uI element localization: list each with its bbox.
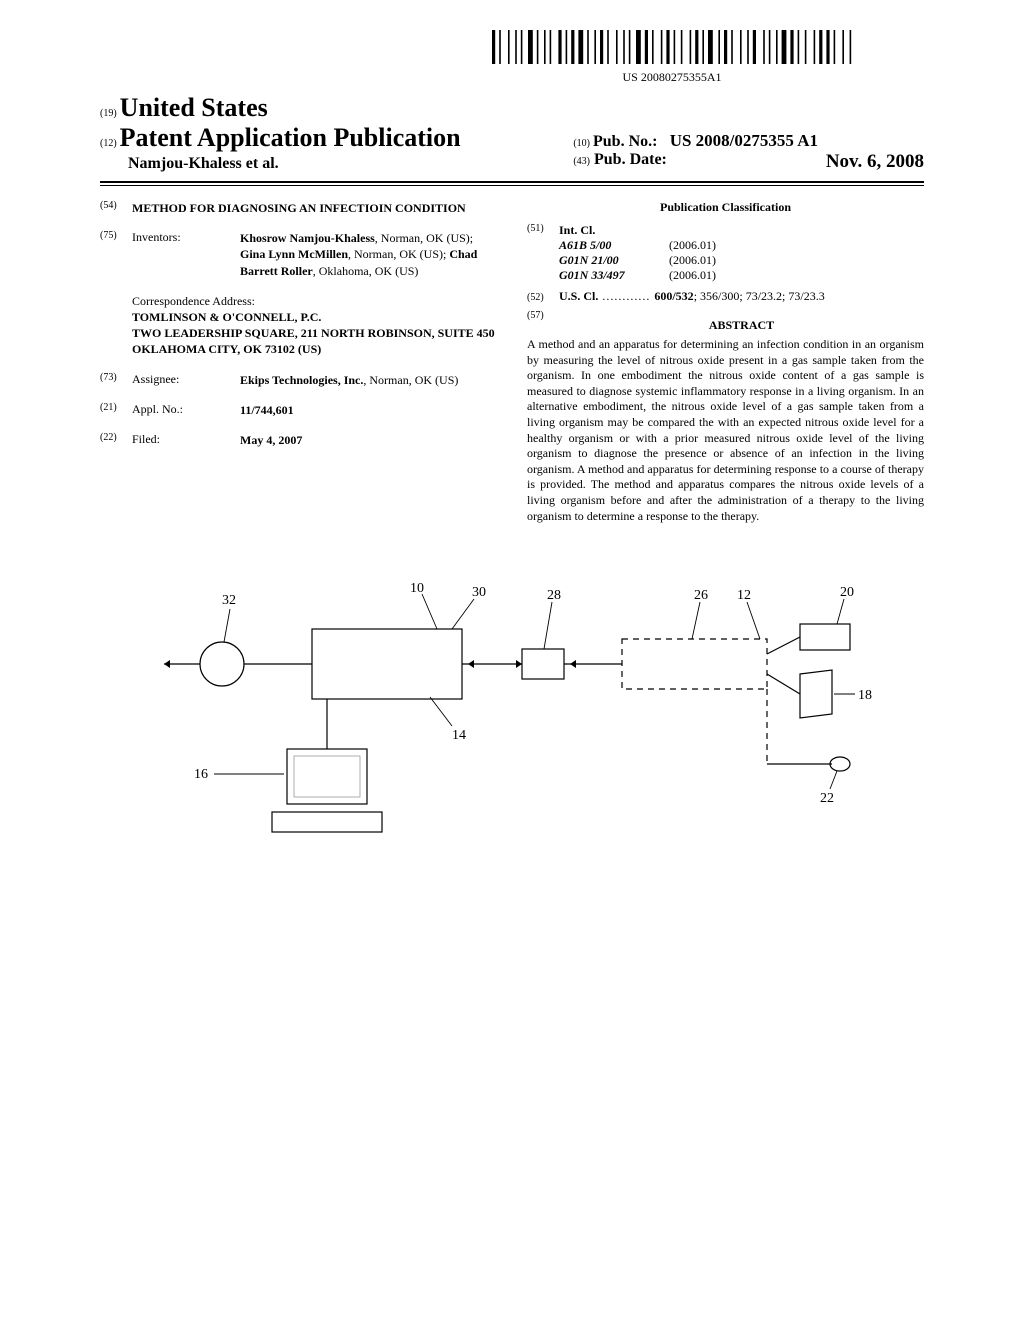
- appl-row: (21) Appl. No.: 11/744,601: [100, 402, 497, 418]
- uscl-block: (52) U.S. Cl. ............ 600/532; 356/…: [527, 289, 924, 304]
- assignee-row: (73) Assignee: Ekips Technologies, Inc.,…: [100, 372, 497, 388]
- intcl-code-1: G01N 21/00: [559, 253, 669, 268]
- intcl-row-1: G01N 21/00 (2006.01): [559, 253, 924, 268]
- left-column: (54) METHOD FOR DIAGNOSING AN INFECTIOIN…: [100, 200, 497, 524]
- header-code-19: (19): [100, 108, 117, 119]
- svg-text:18: 18: [858, 688, 872, 703]
- intcl-year-1: (2006.01): [669, 253, 716, 268]
- document-header: (19) United States (12) Patent Applicati…: [100, 93, 924, 173]
- intcl-year-0: (2006.01): [669, 238, 716, 253]
- field-num-22: (22): [100, 432, 132, 448]
- barcode-graphic: [492, 30, 852, 64]
- uscl-dots: ............: [602, 289, 650, 304]
- abstract-header: ABSTRACT: [559, 318, 924, 333]
- intcl-row-0: A61B 5/00 (2006.01): [559, 238, 924, 253]
- invention-title: METHOD FOR DIAGNOSING AN INFECTIOIN COND…: [132, 200, 466, 216]
- header-code-43: (43): [573, 156, 590, 167]
- correspondence-label: Correspondence Address:: [132, 293, 497, 309]
- pub-no-value: US 2008/0275355 A1: [670, 131, 818, 150]
- pub-date-value: Nov. 6, 2008: [826, 151, 924, 173]
- svg-text:32: 32: [222, 593, 236, 608]
- correspondence-line-2: TWO LEADERSHIP SQUARE, 211 NORTH ROBINSO…: [132, 325, 497, 341]
- filed-row: (22) Filed: May 4, 2007: [100, 432, 497, 448]
- svg-text:10: 10: [410, 581, 424, 596]
- field-num-21: (21): [100, 402, 132, 418]
- field-num-75: (75): [100, 230, 132, 279]
- svg-text:20: 20: [840, 585, 854, 600]
- figure-diagram: 32 10 30 28 26 12 20 18 22 14 16: [100, 554, 924, 848]
- intcl-year-2: (2006.01): [669, 268, 716, 283]
- field-num-57: (57): [527, 310, 559, 333]
- svg-text:22: 22: [820, 791, 834, 806]
- assignee-label: Assignee:: [132, 372, 240, 388]
- abstract-text: A method and an apparatus for determinin…: [527, 337, 924, 524]
- intcl-code-2: G01N 33/497: [559, 268, 669, 283]
- pub-no-label: Pub. No.:: [593, 133, 657, 150]
- classification-header: Publication Classification: [527, 200, 924, 215]
- header-code-10: (10): [573, 138, 590, 149]
- abstract-header-row: (57) ABSTRACT: [527, 310, 924, 333]
- header-country: United States: [120, 93, 268, 122]
- field-num-51: (51): [527, 223, 559, 283]
- svg-text:14: 14: [452, 728, 466, 743]
- inventors-value: Khosrow Namjou-Khaless, Norman, OK (US);…: [240, 230, 497, 279]
- svg-text:12: 12: [737, 588, 751, 603]
- svg-text:28: 28: [547, 588, 561, 603]
- appl-label: Appl. No.:: [132, 402, 240, 418]
- main-columns: (54) METHOD FOR DIAGNOSING AN INFECTIOIN…: [100, 200, 924, 524]
- correspondence-line-1: TOMLINSON & O'CONNELL, P.C.: [132, 309, 497, 325]
- inventors-row: (75) Inventors: Khosrow Namjou-Khaless, …: [100, 230, 497, 279]
- barcode-block: US 20080275355A1: [420, 30, 924, 85]
- uscl-value: 600/532; 356/300; 73/23.2; 73/23.3: [654, 289, 824, 304]
- field-num-54: (54): [100, 200, 132, 216]
- uscl-label: U.S. Cl.: [559, 289, 598, 304]
- uscl-bold: 600/532: [654, 289, 693, 303]
- inventors-label: Inventors:: [132, 230, 240, 279]
- svg-text:26: 26: [694, 588, 708, 603]
- header-pub-type: Patent Application Publication: [120, 123, 461, 152]
- appl-value: 11/744,601: [240, 402, 294, 418]
- correspondence-line-3: OKLAHOMA CITY, OK 73102 (US): [132, 341, 497, 357]
- field-num-73: (73): [100, 372, 132, 388]
- intcl-row-2: G01N 33/497 (2006.01): [559, 268, 924, 283]
- barcode-doc-number: US 20080275355A1: [420, 70, 924, 85]
- svg-text:16: 16: [194, 767, 208, 782]
- filed-value: May 4, 2007: [240, 432, 302, 448]
- title-row: (54) METHOD FOR DIAGNOSING AN INFECTIOIN…: [100, 200, 497, 216]
- right-column: Publication Classification (51) Int. Cl.…: [527, 200, 924, 524]
- intcl-label: Int. Cl.: [559, 223, 924, 238]
- filed-label: Filed:: [132, 432, 240, 448]
- correspondence-block: Correspondence Address: TOMLINSON & O'CO…: [132, 293, 497, 358]
- header-authors: Namjou-Khaless et al.: [128, 155, 461, 173]
- uscl-rest: ; 356/300; 73/23.2; 73/23.3: [694, 289, 825, 303]
- assignee-value: Ekips Technologies, Inc., Norman, OK (US…: [240, 372, 458, 388]
- field-num-52: (52): [527, 292, 559, 303]
- pub-date-label: Pub. Date:: [594, 151, 667, 173]
- intcl-block: (51) Int. Cl. A61B 5/00 (2006.01) G01N 2…: [527, 223, 924, 283]
- intcl-code-0: A61B 5/00: [559, 238, 669, 253]
- svg-text:30: 30: [472, 585, 486, 600]
- header-code-12: (12): [100, 138, 117, 149]
